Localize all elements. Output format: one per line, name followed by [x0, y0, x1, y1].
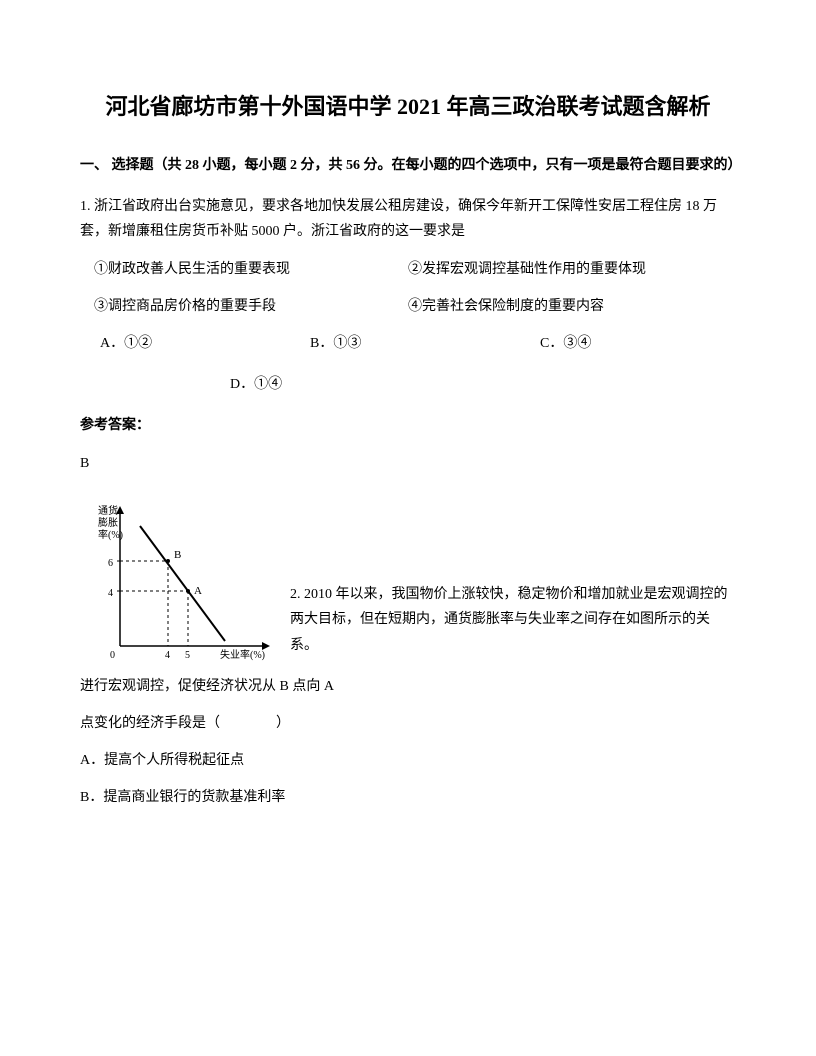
q1-opt4: ④完善社会保险制度的重要内容 [408, 294, 736, 319]
q2-text: 2010 年以来，我国物价上涨较快，稳定物价和增加就业是宏观调控的两大目标，但在… [290, 587, 728, 652]
q1-text: 1. 浙江省政府出台实施意见，要求各地加快发展公租房建设，确保今年新开工保障性安… [80, 194, 736, 244]
ytick-4: 4 [108, 588, 113, 599]
q2-sub2: 点变化的经济手段是（ ） [80, 711, 736, 736]
page-title: 河北省廊坊市第十外国语中学 2021 年高三政治联考试题含解析 [80, 90, 736, 123]
q1-opt3-text: ③调控商品房价格的重要手段 [94, 299, 276, 314]
q2-intro: 2. 2010 年以来，我国物价上涨较快，稳定物价和增加就业是宏观调控的两大目标… [290, 582, 736, 666]
x-axis-label: 失业率(%) [220, 648, 265, 661]
xtick-4: 4 [165, 650, 170, 661]
q1-choice-c: C．③④ [540, 331, 690, 356]
q1-choice-b: B．①③ [310, 331, 540, 356]
q1-choice-a: A．①② [80, 331, 310, 356]
point-b [166, 559, 170, 563]
label-b: B [174, 549, 181, 561]
q1-opt1-text: ①财政改善人民生活的重要表现 [94, 262, 290, 277]
q1-choice-d: D．①④ [80, 372, 736, 397]
q1-choices-row1: A．①② B．①③ C．③④ [80, 331, 736, 356]
y-axis-label2: 膨胀 [98, 516, 118, 529]
q1-opt3: ③调控商品房价格的重要手段 [80, 294, 408, 319]
q2-sub1: 进行宏观调控，促使经济状况从 B 点向 A [80, 674, 736, 699]
section-header: 一、 选择题（共 28 小题，每小题 2 分，共 56 分。在每小题的四个选项中… [80, 153, 736, 178]
q2-opt-a: A．提高个人所得税起征点 [80, 748, 736, 773]
point-a [186, 589, 190, 593]
xtick-5: 5 [185, 650, 190, 661]
q1-opt2-text: ②发挥宏观调控基础性作用的重要体现 [408, 262, 646, 277]
q1-options-row1: ①财政改善人民生活的重要表现 ②发挥宏观调控基础性作用的重要体现 [80, 257, 736, 282]
answer-label: 参考答案： [80, 413, 736, 438]
q1-opt2-part1: ②发挥宏观调控基础性作用的重要体现 [408, 257, 736, 282]
question-2-row: 通货 膨胀 率(%) B A 6 4 [80, 496, 736, 666]
curve-line [140, 526, 225, 641]
chart-svg: 通货 膨胀 率(%) B A 6 4 [80, 496, 280, 666]
q1-opt1: ①财政改善人民生活的重要表现 [80, 257, 408, 282]
ytick-6: 6 [108, 558, 113, 569]
phillips-curve-chart: 通货 膨胀 率(%) B A 6 4 [80, 496, 280, 666]
question-1: 1. 浙江省政府出台实施意见，要求各地加快发展公租房建设，确保今年新开工保障性安… [80, 194, 736, 397]
q1-opt4-text: ④完善社会保险制度的重要内容 [408, 299, 604, 314]
label-a: A [194, 585, 202, 597]
q2-opt-b: B．提高商业银行的货款基准利率 [80, 785, 736, 810]
q1-answer: B [80, 451, 736, 476]
origin: 0 [110, 650, 115, 661]
q2-number: 2. [290, 587, 301, 602]
q1-options-row2: ③调控商品房价格的重要手段 ④完善社会保险制度的重要内容 [80, 294, 736, 319]
y-axis-label: 通货 [98, 504, 118, 517]
x-arrow [262, 642, 270, 650]
